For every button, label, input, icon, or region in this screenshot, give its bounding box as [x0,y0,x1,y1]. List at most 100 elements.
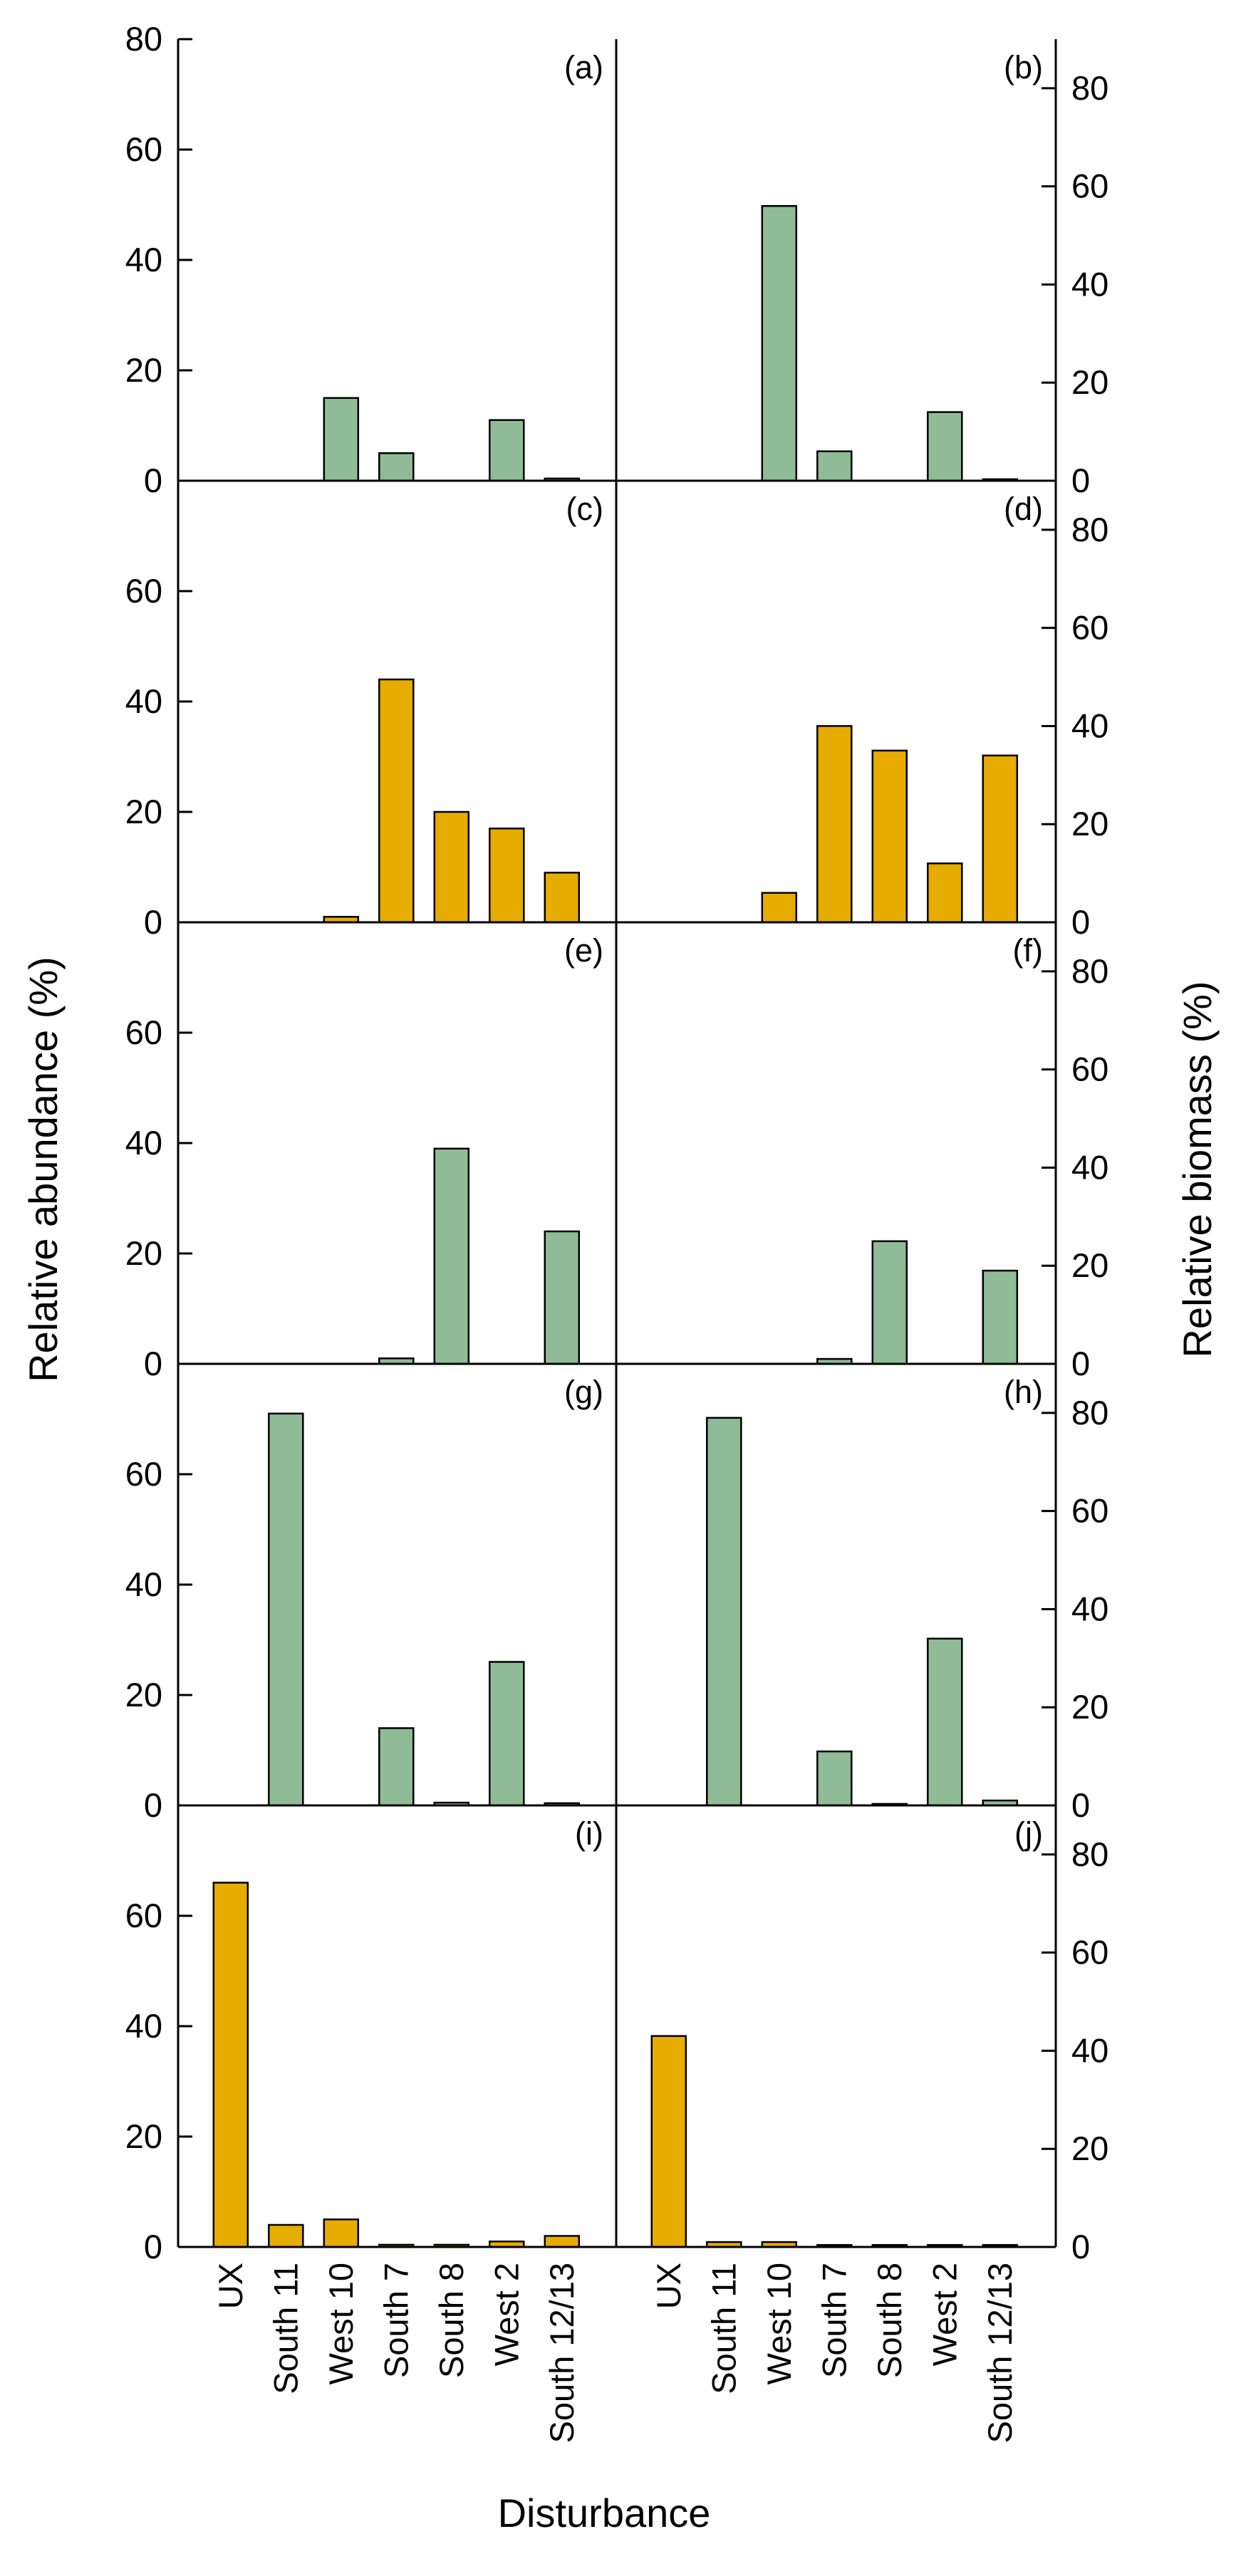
y-tick-label: 20 [125,351,162,389]
panel-label: (g) [564,1374,603,1410]
y-tick-label: 60 [1071,1050,1108,1088]
bar [489,1661,525,1807]
x-tick-label: South 8 [871,2263,908,2378]
panel-b: (b) 0 20 40 60 80 [761,49,1108,499]
y-tick-label: 80 [1071,511,1108,548]
x-tick-label: West 10 [322,2263,360,2385]
panel-label: (e) [564,932,603,969]
x-tick-label: West 10 [760,2263,798,2385]
y-tick-label: 0 [1071,1345,1090,1382]
y-tick-label: 80 [1071,1394,1108,1432]
y-tick-label: 0 [144,2228,162,2265]
y-tick-label: 0 [144,903,162,941]
y-tick-label: 60 [1071,167,1108,205]
bar [544,872,581,924]
panel-label: (f) [1013,932,1043,969]
bar [378,678,415,924]
bar [544,1230,581,1365]
panel-j: (j) 0 20 40 60 80 [650,1815,1108,2265]
x-tick-label: UX [212,2263,249,2309]
x-tick-label: South 7 [377,2263,415,2378]
panel-frame: UX South 11 West 10 South 7 South 8 West 2 Sou… [177,39,1057,2444]
bar [761,204,798,482]
panel-f: (f) 0 20 40 60 80 [816,932,1108,1382]
bar [268,1412,304,1807]
panel-a: (a) 0 20 40 60 80 [125,20,603,499]
bar [871,749,908,924]
bar [489,828,525,924]
y-tick-label: 0 [1071,1786,1090,1824]
y-tick-label: 60 [125,130,162,168]
y-tick-label: 80 [1071,952,1108,990]
y-tick-label: 0 [144,1345,162,1382]
bar [706,1417,742,1807]
y-tick-label: 60 [1071,1492,1108,1530]
bar [378,1727,415,1807]
bar [927,1637,963,1807]
panel-g: (g) 0 20 40 60 [125,1374,603,1824]
panel-i: (i) 0 20 40 60 [125,1815,603,2265]
y-tick-label: 20 [1071,805,1108,843]
x-tick-label: South 11 [266,2263,304,2394]
panel-label: (b) [1004,49,1043,85]
y-tick-label: 40 [1071,1148,1108,1186]
x-tick-label: South 11 [705,2263,742,2394]
x-tick-label: West 2 [925,2263,963,2366]
y-tick-label: 40 [125,1565,162,1603]
y-tick-label: 40 [125,2007,162,2045]
bar [650,2035,687,2248]
bar [927,862,963,924]
y-tick-label: 0 [1071,903,1090,941]
bar [433,810,470,924]
bar [544,2235,581,2248]
bar [268,2223,304,2248]
axis-labels: Relative abundance (%) Relative biomass … [21,956,1220,2535]
y-tick-label: 60 [1071,609,1108,647]
y-tick-label: 20 [125,793,162,830]
y-tick-label: 0 [1071,462,1090,499]
y-tick-label: 40 [125,241,162,278]
bar [378,452,415,482]
panel-label: (i) [575,1815,603,1852]
y-tick-label: 20 [1071,363,1108,401]
bar [927,411,963,482]
bar [982,1269,1019,1365]
y-tick-label: 40 [125,682,162,720]
panel-e: (e) 0 20 40 60 [125,932,603,1382]
chart-panels: (a) 0 20 40 60 80 (b) 0 20 40 60 80 (c) 0 20 40 60 (d) 0 20… [125,20,1109,2444]
bar [212,1882,249,2248]
bar [982,754,1019,924]
panel-label: (j) [1014,1815,1043,1852]
y-tick-label: 0 [1071,2228,1090,2265]
y-tick-label: 60 [125,1897,162,1934]
y-tick-label: 40 [1071,1590,1108,1627]
bar [816,1750,853,1807]
x-tick-label: South 7 [815,2263,853,2378]
y-tick-label: 40 [1071,2031,1108,2069]
bar [433,1147,470,1365]
bar [816,450,853,482]
y-tick-label: 20 [125,2117,162,2155]
y-tick-label: 20 [1071,1688,1108,1726]
panel-h: (h) 0 20 40 60 80 [706,1374,1108,1824]
y-tick-label: 20 [125,1676,162,1714]
y-tick-label: 60 [125,1455,162,1493]
bar [816,725,853,924]
x-tick-label: South 12/13 [543,2263,581,2444]
y-tick-label: 40 [125,1124,162,1162]
y-tick-label: 20 [125,1234,162,1272]
x-axis-title: Disturbance [498,2491,711,2535]
y-tick-label: 40 [1071,265,1108,303]
y-tick-label: 60 [1071,1934,1108,1971]
panel-c: (c) 0 20 40 60 [125,491,603,941]
panel-d: (d) 0 20 40 60 80 [761,491,1108,941]
bar [323,2218,360,2248]
y-tick-label: 60 [125,1013,162,1051]
y-tick-label: 80 [1071,1835,1108,1873]
panel-label: (c) [566,491,603,527]
y-tick-label: 60 [125,572,162,610]
y-axis-title-right: Relative biomass (%) [1175,981,1220,1357]
y-axis-title-left: Relative abundance (%) [21,956,66,1382]
bar [761,892,798,924]
